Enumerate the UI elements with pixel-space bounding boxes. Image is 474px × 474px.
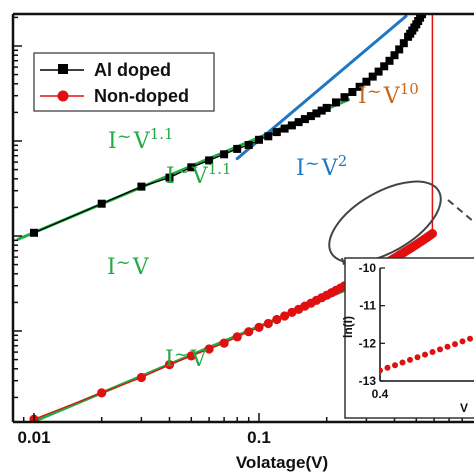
al-doped-point xyxy=(287,121,296,130)
non-doped-point xyxy=(244,327,254,337)
al-doped-point xyxy=(220,150,229,159)
inset-point xyxy=(467,335,473,342)
al-doped-point xyxy=(368,72,377,81)
inset-point xyxy=(422,351,428,358)
al-doped-point xyxy=(244,141,253,149)
al-doped-point xyxy=(374,67,383,76)
al-doped-point xyxy=(294,118,303,127)
fit-annotation: I~V1.1 xyxy=(108,125,174,154)
al-doped-point xyxy=(30,228,38,237)
inset-y-tick-label: -12 xyxy=(359,336,377,350)
non-doped-point xyxy=(232,332,242,342)
al-doped-point xyxy=(312,109,321,118)
zoom-ellipse xyxy=(328,180,442,264)
inset-point xyxy=(452,341,458,348)
al-doped-point xyxy=(255,135,263,144)
fit-annotation: I~V xyxy=(165,344,208,372)
legend-label-al-doped: Al doped xyxy=(94,60,171,80)
al-doped-point xyxy=(300,115,309,124)
legend-marker-al-doped xyxy=(58,64,68,74)
inset-x-tick-label: 0.4 xyxy=(372,387,389,401)
inset-point xyxy=(444,343,451,350)
al-doped-point xyxy=(385,56,394,65)
al-doped-point xyxy=(317,106,326,115)
fit-annotation: I~V1.1 xyxy=(166,160,232,189)
legend: Al doped Non-doped xyxy=(33,52,215,112)
inset-point xyxy=(399,359,406,366)
inset-frame xyxy=(344,257,474,419)
al-doped-point xyxy=(280,124,289,133)
al-doped-point xyxy=(362,77,371,86)
legend-label-non-doped: Non-doped xyxy=(94,86,189,106)
non-doped-point xyxy=(272,314,282,325)
fit-annotation: I~V2 xyxy=(296,152,347,181)
al-doped-point xyxy=(187,163,196,172)
inset-points xyxy=(380,335,473,374)
al-doped-point xyxy=(272,128,281,137)
al-doped-point xyxy=(137,182,146,191)
al-doped-point xyxy=(205,156,214,165)
non-doped-point xyxy=(186,351,196,361)
inset-point xyxy=(380,367,383,374)
inset-point xyxy=(437,346,443,353)
al-doped-point xyxy=(340,93,349,102)
inset-point xyxy=(459,338,466,345)
inset-point xyxy=(392,362,398,369)
legend-marker-non-doped xyxy=(57,90,69,102)
non-doped-point xyxy=(427,229,437,239)
non-doped-point xyxy=(164,360,175,370)
y-ticks xyxy=(13,16,22,399)
non-doped-point xyxy=(97,388,107,398)
non-doped-point xyxy=(136,372,146,383)
non-doped-point xyxy=(263,318,273,329)
inset-y-title: ln(I) xyxy=(341,316,355,338)
al-doped-point xyxy=(165,173,174,182)
al-doped-point xyxy=(322,103,331,112)
al-doped-point xyxy=(97,199,106,208)
x-tick-label: 0.1 xyxy=(247,428,271,447)
al-doped-point xyxy=(233,144,242,153)
non-doped-point xyxy=(219,338,229,348)
al-doped-point xyxy=(390,51,399,60)
fit-annotation: I~V xyxy=(107,252,150,280)
al-doped-point xyxy=(395,45,404,54)
inset-point xyxy=(384,364,391,371)
zoom-connector-upper xyxy=(447,199,474,223)
inset-y-tick-label: -10 xyxy=(359,261,377,275)
inset-x-title: V xyxy=(460,401,468,415)
non-doped-point xyxy=(204,344,214,354)
non-doped-point xyxy=(280,311,290,321)
al-doped-point xyxy=(355,82,364,91)
axes-frame xyxy=(11,12,474,424)
inset-point xyxy=(429,349,436,355)
inset-y-tick-label: -13 xyxy=(359,374,377,388)
al-doped-point xyxy=(264,132,273,141)
inset-ticks: -10-11-12-130.40.6 xyxy=(359,261,389,401)
al-doped-point xyxy=(348,88,357,96)
x-tick-label: 0.01 xyxy=(17,428,50,447)
al-doped-point xyxy=(306,112,315,121)
non-doped-point xyxy=(254,322,264,332)
al-doped-point xyxy=(399,39,408,48)
al-doped-point xyxy=(332,98,340,107)
inset-y-tick-label: -11 xyxy=(359,299,376,313)
fit-annotations: I~V1.1 I~V1.1 I~V2 I~V10 I~V I~V xyxy=(107,80,419,372)
inset-point xyxy=(407,356,413,363)
inset-point xyxy=(414,354,421,361)
inset-plot: -10-11-12-130.40.6 ln(I) V xyxy=(341,257,474,419)
al-doped-point xyxy=(380,62,389,71)
al-doped-point xyxy=(418,14,426,19)
fit-annotation: I~V10 xyxy=(358,80,419,109)
x-axis-title: Volatage(V) xyxy=(236,453,328,472)
